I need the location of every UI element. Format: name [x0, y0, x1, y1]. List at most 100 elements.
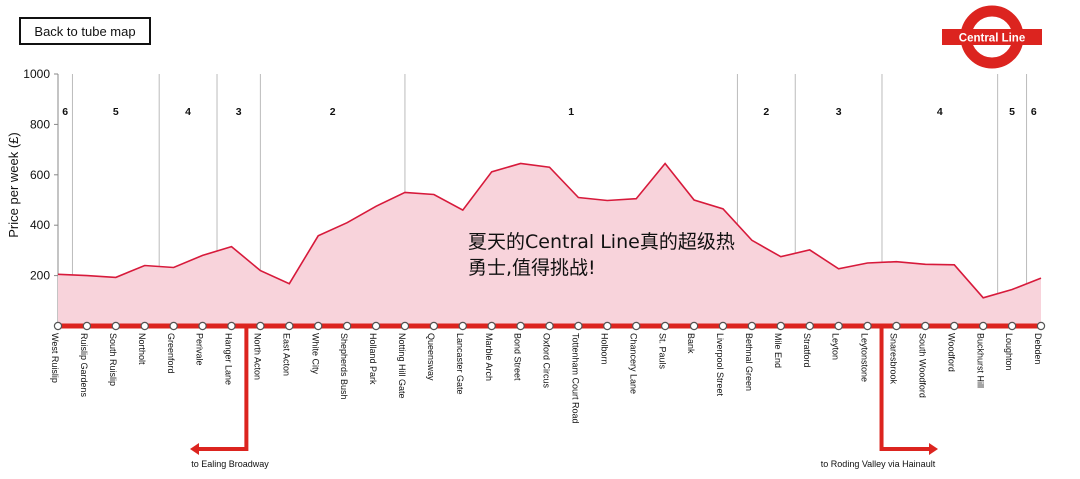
- station-label: Stratford: [802, 333, 812, 368]
- station-label: North Acton: [253, 333, 263, 380]
- zone-label: 3: [236, 106, 242, 118]
- zone-label: 4: [937, 106, 943, 118]
- station-label: Shepherds Bush: [339, 333, 349, 400]
- price-area: [58, 163, 1041, 326]
- branch-label-west: to Ealing Broadway: [191, 459, 269, 469]
- overlay-caption: 夏天的Central Line真的超级热 勇士,值得挑战!: [468, 229, 768, 281]
- station-marker: [140, 321, 149, 331]
- station-marker: [342, 321, 352, 331]
- station-marker: [169, 321, 178, 331]
- station-marker: [718, 321, 728, 331]
- back-to-tube-map-button[interactable]: Back to tube map: [19, 17, 151, 45]
- station-label: Holland Park: [368, 333, 378, 385]
- station-label: White City: [310, 333, 320, 375]
- station-marker: [82, 321, 92, 331]
- zone-label: 6: [1031, 106, 1037, 118]
- branch-label-east: to Roding Valley via Hainault: [821, 459, 936, 469]
- station-marker: [545, 321, 554, 331]
- station-label: Woodford: [946, 333, 956, 372]
- station-marker: [314, 321, 323, 331]
- station-label: Greenford: [166, 333, 176, 374]
- station-label: Northolt: [137, 333, 147, 365]
- zone-label: 5: [1009, 106, 1015, 118]
- y-axis-label: Price per week (£): [6, 132, 21, 237]
- roundel-text: Central Line: [959, 33, 1025, 45]
- station-label: Perivale: [195, 333, 205, 366]
- branch-line-west: [198, 326, 249, 451]
- station-marker: [689, 321, 699, 331]
- station-label: Tottenham Court Road: [571, 333, 581, 424]
- station-marker: [256, 321, 265, 331]
- station-marker: [632, 321, 641, 331]
- station-label: Loughton: [1004, 333, 1014, 371]
- zone-label: 3: [836, 106, 842, 118]
- station-marker: [285, 321, 294, 331]
- station-marker: [1036, 321, 1046, 331]
- station-label: Notting Hill Gate: [397, 333, 407, 399]
- price-line: [57, 162, 1042, 299]
- station-label: South Ruislip: [108, 333, 118, 386]
- zone-label: 6: [62, 106, 68, 118]
- station-label: Debden: [1033, 333, 1043, 365]
- zone-label: 5: [113, 106, 119, 118]
- station-label: Ruislip Gardens: [79, 333, 89, 398]
- y-tick-label: 600: [30, 168, 50, 182]
- station-marker: [371, 321, 381, 331]
- station-label: Bank: [686, 333, 696, 354]
- station-label: Oxford Circus: [542, 333, 552, 389]
- zone-label: 2: [763, 106, 769, 118]
- station-label: West Ruislip: [50, 333, 60, 383]
- station-marker: [892, 321, 901, 331]
- station-label: Hanger Lane: [224, 333, 234, 385]
- station-label: Queensway: [426, 333, 436, 381]
- station-marker: [747, 321, 757, 331]
- station-marker: [978, 321, 988, 331]
- overlay-caption-line-2: 勇士,值得挑战!: [468, 257, 596, 279]
- y-tick-label: 1000: [23, 67, 50, 81]
- zone-label: 4: [185, 106, 191, 118]
- station-label: Leyton: [831, 333, 841, 360]
- station-label: Mile End: [773, 333, 783, 368]
- station-marker: [863, 321, 872, 331]
- station-marker: [516, 321, 525, 331]
- central-line-roundel-logo: Central Line: [942, 5, 1042, 69]
- y-tick-label: 200: [30, 269, 50, 283]
- y-tick-label: 400: [30, 218, 50, 232]
- station-label: Lancaster Gate: [455, 333, 465, 395]
- station-label: St. Pauls: [657, 333, 667, 370]
- station-label: East Acton: [281, 333, 291, 376]
- station-marker: [458, 321, 467, 331]
- station-marker: [574, 321, 583, 331]
- station-label: Chancery Lane: [628, 333, 638, 394]
- overlay-caption-line-1: 夏天的Central Line真的超级热: [468, 231, 735, 253]
- station-marker: [400, 321, 410, 331]
- station-label: South Woodford: [917, 333, 927, 398]
- station-marker: [53, 321, 63, 331]
- branch-line-east: [879, 326, 930, 451]
- station-marker: [198, 321, 207, 331]
- station-marker: [805, 321, 814, 331]
- station-label: Bond Street: [513, 333, 523, 381]
- zone-label: 2: [330, 106, 336, 118]
- station-label: Marble Arch: [484, 333, 494, 381]
- station-marker: [921, 321, 930, 331]
- station-marker: [950, 321, 959, 331]
- branch-arrow-east: [929, 443, 938, 455]
- station-marker: [111, 321, 121, 331]
- roundel-bar: [942, 29, 1042, 45]
- branch-arrow-west: [190, 443, 199, 455]
- station-marker: [660, 321, 670, 331]
- station-label: Holborn: [599, 333, 609, 365]
- station-marker: [776, 321, 785, 331]
- station-marker: [487, 321, 496, 331]
- y-tick-label: 800: [30, 117, 50, 131]
- station-marker: [834, 321, 843, 331]
- station-label: Liverpool Street: [715, 333, 725, 397]
- station-label: Bethnal Green: [744, 333, 754, 391]
- station-marker: [603, 321, 612, 331]
- station-label: Snaresbrook: [889, 333, 899, 385]
- station-marker: [1007, 321, 1017, 331]
- station-label: Leytonstone: [860, 333, 870, 382]
- station-marker: [429, 321, 439, 331]
